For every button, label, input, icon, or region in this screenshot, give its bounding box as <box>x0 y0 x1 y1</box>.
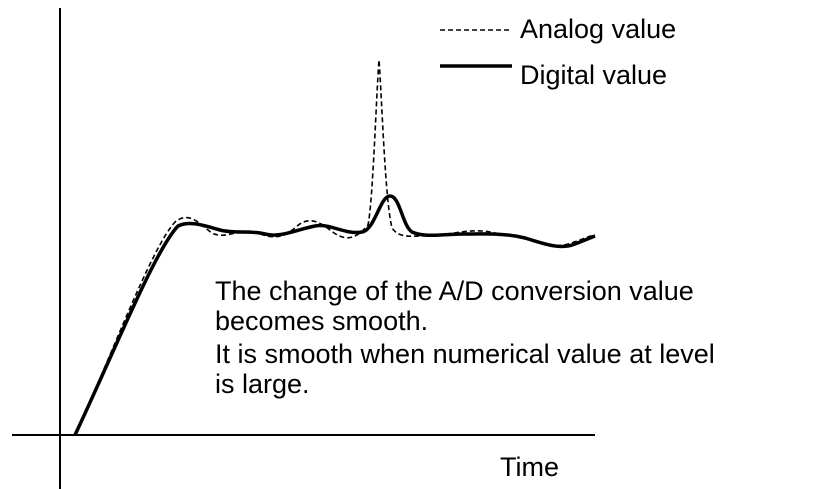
annotation-line: It is smooth when numerical value at lev… <box>215 339 715 369</box>
analog-curve <box>74 59 596 436</box>
annotation-line: The change of the A/D conversion value <box>215 276 694 306</box>
legend-digital: Digital value <box>520 60 667 90</box>
annotation-line: becomes smooth. <box>215 306 428 336</box>
annotation-line: is large. <box>215 369 310 399</box>
digital-curve <box>73 194 596 436</box>
x-axis-label: Time <box>500 452 559 482</box>
legend-analog: Analog value <box>520 14 676 44</box>
